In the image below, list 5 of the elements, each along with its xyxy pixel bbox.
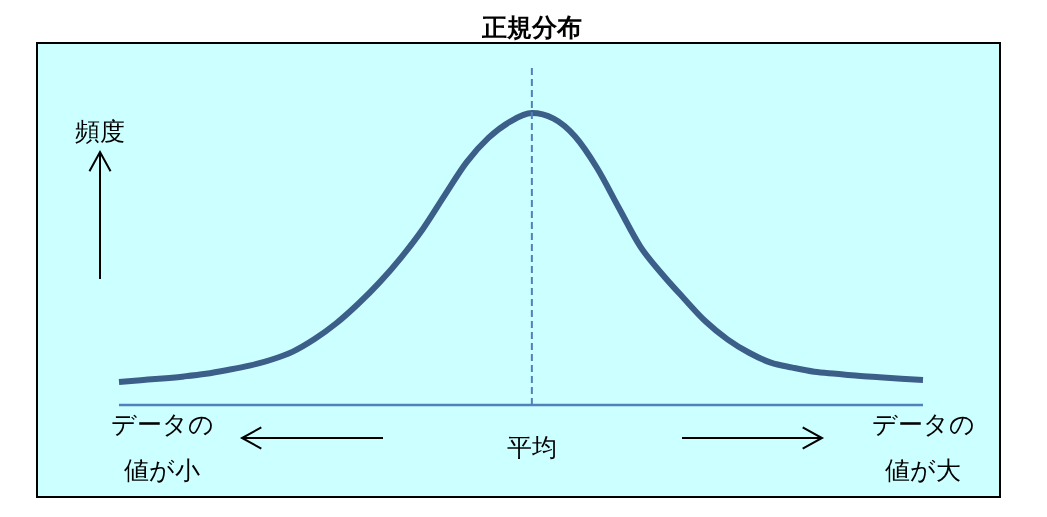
x-tick-label: データの値が小	[110, 409, 214, 485]
x-tick-label: データの値が大	[871, 409, 975, 485]
chart-title: 正規分布	[481, 12, 583, 44]
y-axis-title: 頻度	[75, 116, 125, 146]
x-tick-label: 平均	[506, 432, 557, 462]
